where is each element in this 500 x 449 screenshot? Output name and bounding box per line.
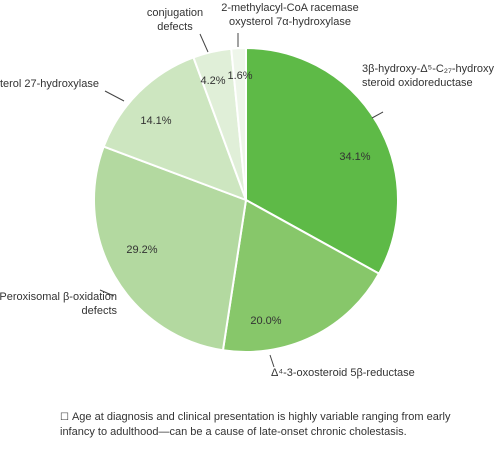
pie-slice bbox=[245, 46, 399, 275]
slice-category-label: Δ⁴-3-oxosteroid 5β-reductase bbox=[271, 367, 415, 379]
leader-line bbox=[371, 111, 384, 119]
leader-line bbox=[104, 90, 125, 102]
leader-line bbox=[99, 289, 115, 297]
pie-slice bbox=[230, 46, 247, 201]
slice-value-label: 4.2% bbox=[200, 75, 225, 87]
pie-chart: 34.1% 3β-hydroxy-Δ⁵-C₂₇-hydroxy steroid ox… bbox=[0, 2, 495, 379]
checkbox-icon: ☐ bbox=[60, 412, 69, 423]
slice-value-label: 34.1% bbox=[339, 151, 370, 163]
slice-category-label: sterol 27-hydroxylase bbox=[0, 78, 99, 90]
footnote-text: Age at diagnosis and clinical presentati… bbox=[60, 411, 451, 438]
leader-line bbox=[199, 33, 209, 53]
footnote: ☐ Age at diagnosis and clinical presentat… bbox=[60, 410, 480, 440]
slice-value-label: 14.1% bbox=[140, 115, 171, 127]
pie-slice bbox=[221, 198, 381, 353]
slice-category-label: 3β-hydroxy-Δ⁵-C₂₇-hydroxy steroid oxidore… bbox=[362, 63, 495, 89]
leader-line bbox=[269, 354, 275, 368]
slice-value-label: 29.2% bbox=[126, 244, 157, 256]
slice-category-label: conjugation defects bbox=[147, 7, 203, 33]
slice-category-label: Peroxisomal β-oxidation defects bbox=[0, 291, 117, 317]
pie-slice bbox=[93, 145, 248, 352]
slice-value-label: 20.0% bbox=[250, 315, 281, 327]
slice-value-label: 1.6% bbox=[227, 70, 252, 82]
pie-slice bbox=[102, 56, 248, 202]
slice-category-label: 2-methylacyl-CoA racemase oxysterol 7α-hy… bbox=[221, 2, 359, 28]
